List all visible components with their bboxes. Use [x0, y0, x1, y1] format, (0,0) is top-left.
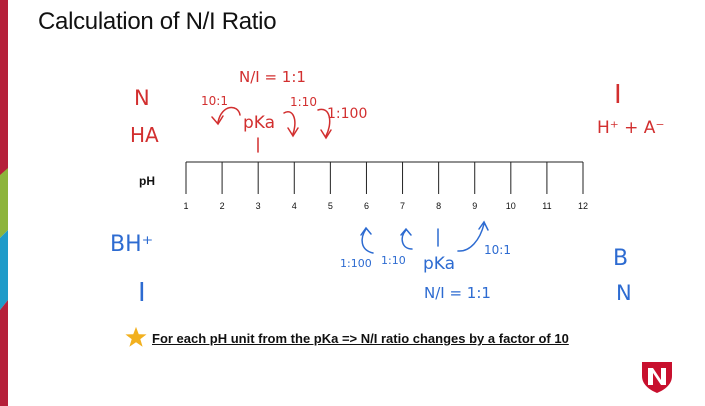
ph-tick-label-9: 9	[472, 201, 477, 211]
ph-tick-label-6: 6	[364, 201, 369, 211]
label-right-n: N	[616, 281, 632, 305]
label-left-i: I	[138, 278, 146, 308]
label-top-pka: pKa	[243, 113, 276, 133]
label-bottom-ni-ratio: N/I = 1:1	[424, 284, 491, 302]
label-right-b: B	[613, 246, 629, 271]
ph-tick-label-7: 7	[400, 201, 405, 211]
ph-tick-label-10: 10	[506, 201, 516, 211]
ph-tick-label-8: 8	[436, 201, 441, 211]
label-left-bh: BH⁺	[110, 232, 154, 257]
ph-tick-label-1: 1	[183, 201, 188, 211]
university-logo-icon	[642, 362, 672, 393]
ph-tick-label-3: 3	[256, 201, 261, 211]
label-left-n: N	[134, 86, 150, 110]
ph-axis-label: pH	[139, 174, 155, 188]
label-left-ha: HA	[130, 123, 159, 147]
label-top-1-10: 1:10	[290, 95, 317, 109]
slide-title: Calculation of N/I Ratio	[38, 8, 277, 35]
star-icon	[125, 326, 147, 347]
label-bottom-pka: pKa	[423, 254, 456, 274]
label-top-ni-ratio: N/I = 1:1	[239, 68, 306, 86]
label-bottom-10-1: 10:1	[484, 243, 511, 257]
ph-tick-label-11: 11	[542, 201, 551, 211]
label-right-i: I	[614, 80, 622, 110]
ph-tick-label-12: 12	[578, 201, 588, 211]
ph-tick-label-2: 2	[220, 201, 225, 211]
ph-tick-label-5: 5	[328, 201, 333, 211]
ph-tick-label-4: 4	[292, 201, 297, 211]
label-right-ions: H⁺ + A⁻	[597, 118, 665, 138]
label-top-10-1: 10:1	[201, 94, 228, 108]
footer-note: For each pH unit from the pKa => N/I rat…	[152, 331, 569, 346]
label-bottom-1-100: 1:100	[340, 257, 372, 270]
side-color-strip	[0, 0, 8, 406]
label-top-1-100: 1:100	[327, 106, 368, 122]
label-bottom-1-10: 1:10	[381, 254, 406, 267]
